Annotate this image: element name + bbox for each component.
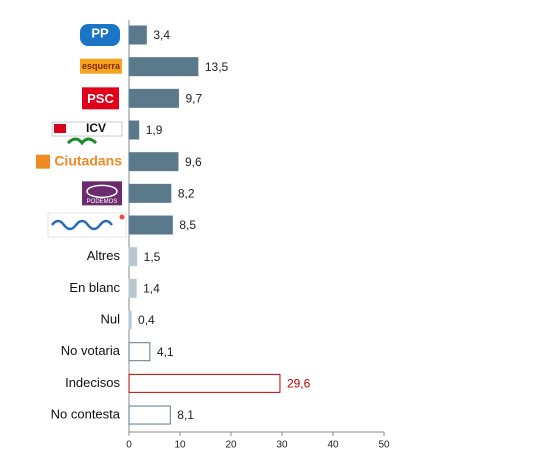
value-label: 13,5 [205, 60, 229, 74]
bar [128, 247, 138, 267]
x-tick-label: 20 [225, 440, 237, 451]
x-tick-label: 50 [378, 440, 390, 451]
category-label: Indecisos [65, 375, 120, 390]
value-label: 9,6 [185, 155, 202, 169]
bar [128, 120, 140, 140]
bar [128, 152, 179, 172]
value-label: 0,4 [138, 313, 155, 327]
bar [128, 405, 171, 425]
x-tick-label: 30 [276, 440, 288, 451]
value-label: 4,1 [157, 345, 174, 359]
value-label: 1,5 [144, 250, 161, 264]
logo [82, 87, 119, 110]
logo-mark [36, 154, 50, 169]
category-label: En blanc [69, 280, 120, 295]
bar [128, 25, 147, 45]
value-label: 9,7 [185, 92, 202, 106]
logo-mark [86, 184, 118, 199]
value-label: 29,6 [287, 377, 311, 391]
logo-mark [54, 124, 66, 134]
bar [128, 88, 179, 108]
logo [51, 121, 123, 137]
value-label: 8,5 [179, 218, 196, 232]
value-label: 8,2 [178, 187, 195, 201]
category-label: ICV [86, 121, 106, 135]
category-label: Altres [87, 248, 121, 263]
category-label: Ciutadans [54, 152, 122, 168]
category-label: esquerra [82, 61, 121, 71]
logo-mark [119, 214, 125, 220]
bar [128, 278, 137, 298]
bar [128, 183, 172, 203]
logo [80, 24, 120, 46]
value-label: 1,4 [143, 282, 160, 296]
category-label: Nul [100, 311, 120, 326]
logo-mark [51, 219, 113, 231]
category-label: PSC [87, 91, 114, 106]
x-tick-label: 10 [174, 440, 186, 451]
x-tick-label: 40 [327, 440, 339, 451]
x-tick-label: 0 [126, 440, 132, 451]
logo [80, 58, 122, 74]
category-label: PP [91, 25, 109, 40]
bar [128, 310, 132, 330]
bar [128, 215, 173, 235]
bar [128, 373, 281, 393]
value-label: 8,1 [177, 408, 194, 422]
category-label: No votaria [61, 343, 121, 358]
category-label: No contesta [51, 406, 121, 421]
bar [128, 57, 199, 77]
bar [128, 342, 151, 362]
value-label: 3,4 [153, 28, 170, 42]
category-label: PODEMOS [87, 199, 118, 205]
logo-mark [66, 137, 98, 146]
value-label: 1,9 [146, 123, 163, 137]
